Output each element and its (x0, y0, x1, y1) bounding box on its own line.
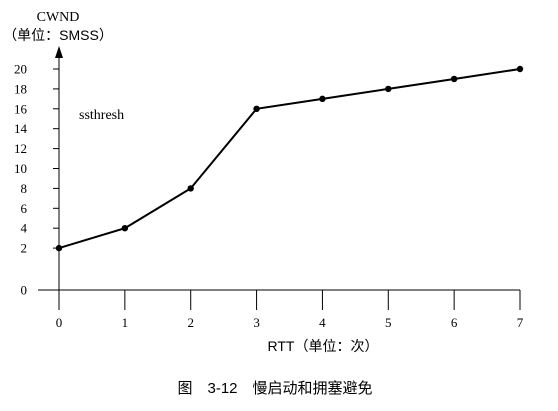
data-point (319, 95, 326, 103)
y-tick-label: 2 (21, 241, 28, 256)
data-point (385, 85, 392, 93)
y-tick-label: 10 (14, 161, 27, 176)
x-tick-label: 2 (187, 315, 194, 330)
y-tick-label: 0 (21, 283, 28, 298)
data-point (55, 244, 63, 252)
y-axis-ticks: 0 2 4 6 8 10 12 14 16 18 20 (14, 62, 59, 298)
cwnd-series-points (55, 65, 524, 252)
y-tick-label: 18 (14, 81, 27, 96)
ssthresh-annotation: ssthresh (79, 108, 124, 123)
x-tick-label: 1 (122, 315, 129, 330)
x-tick-label: 4 (319, 315, 326, 330)
data-point (450, 75, 458, 83)
x-axis-ticks: 0 1 2 3 4 5 6 7 (56, 290, 524, 330)
y-tick-label: 6 (21, 201, 28, 216)
figure-caption: 图 3-12 慢启动和拥塞避免 (177, 379, 372, 397)
x-axis-title: RTT（单位：次） (268, 338, 379, 354)
x-tick-label: 7 (517, 315, 524, 330)
x-tick-label: 6 (451, 315, 458, 330)
data-point (121, 225, 129, 232)
x-tick-label: 5 (385, 315, 392, 330)
data-point (516, 65, 524, 73)
y-axis-title: CWND (37, 10, 80, 25)
x-tick-label: 0 (56, 315, 63, 330)
x-tick-label: 3 (253, 315, 260, 330)
data-point (187, 185, 194, 192)
y-tick-label: 8 (21, 181, 28, 196)
y-axis-unit: （单位：SMSS） (3, 27, 113, 43)
y-tick-label: 14 (14, 121, 28, 136)
cwnd-series-line (58, 68, 521, 250)
y-tick-label: 4 (21, 221, 28, 236)
data-point (253, 105, 260, 113)
y-tick-label: 12 (14, 141, 27, 156)
y-axis-arrow (55, 46, 63, 58)
y-tick-label: 20 (14, 62, 27, 77)
y-tick-label: 16 (14, 101, 28, 116)
